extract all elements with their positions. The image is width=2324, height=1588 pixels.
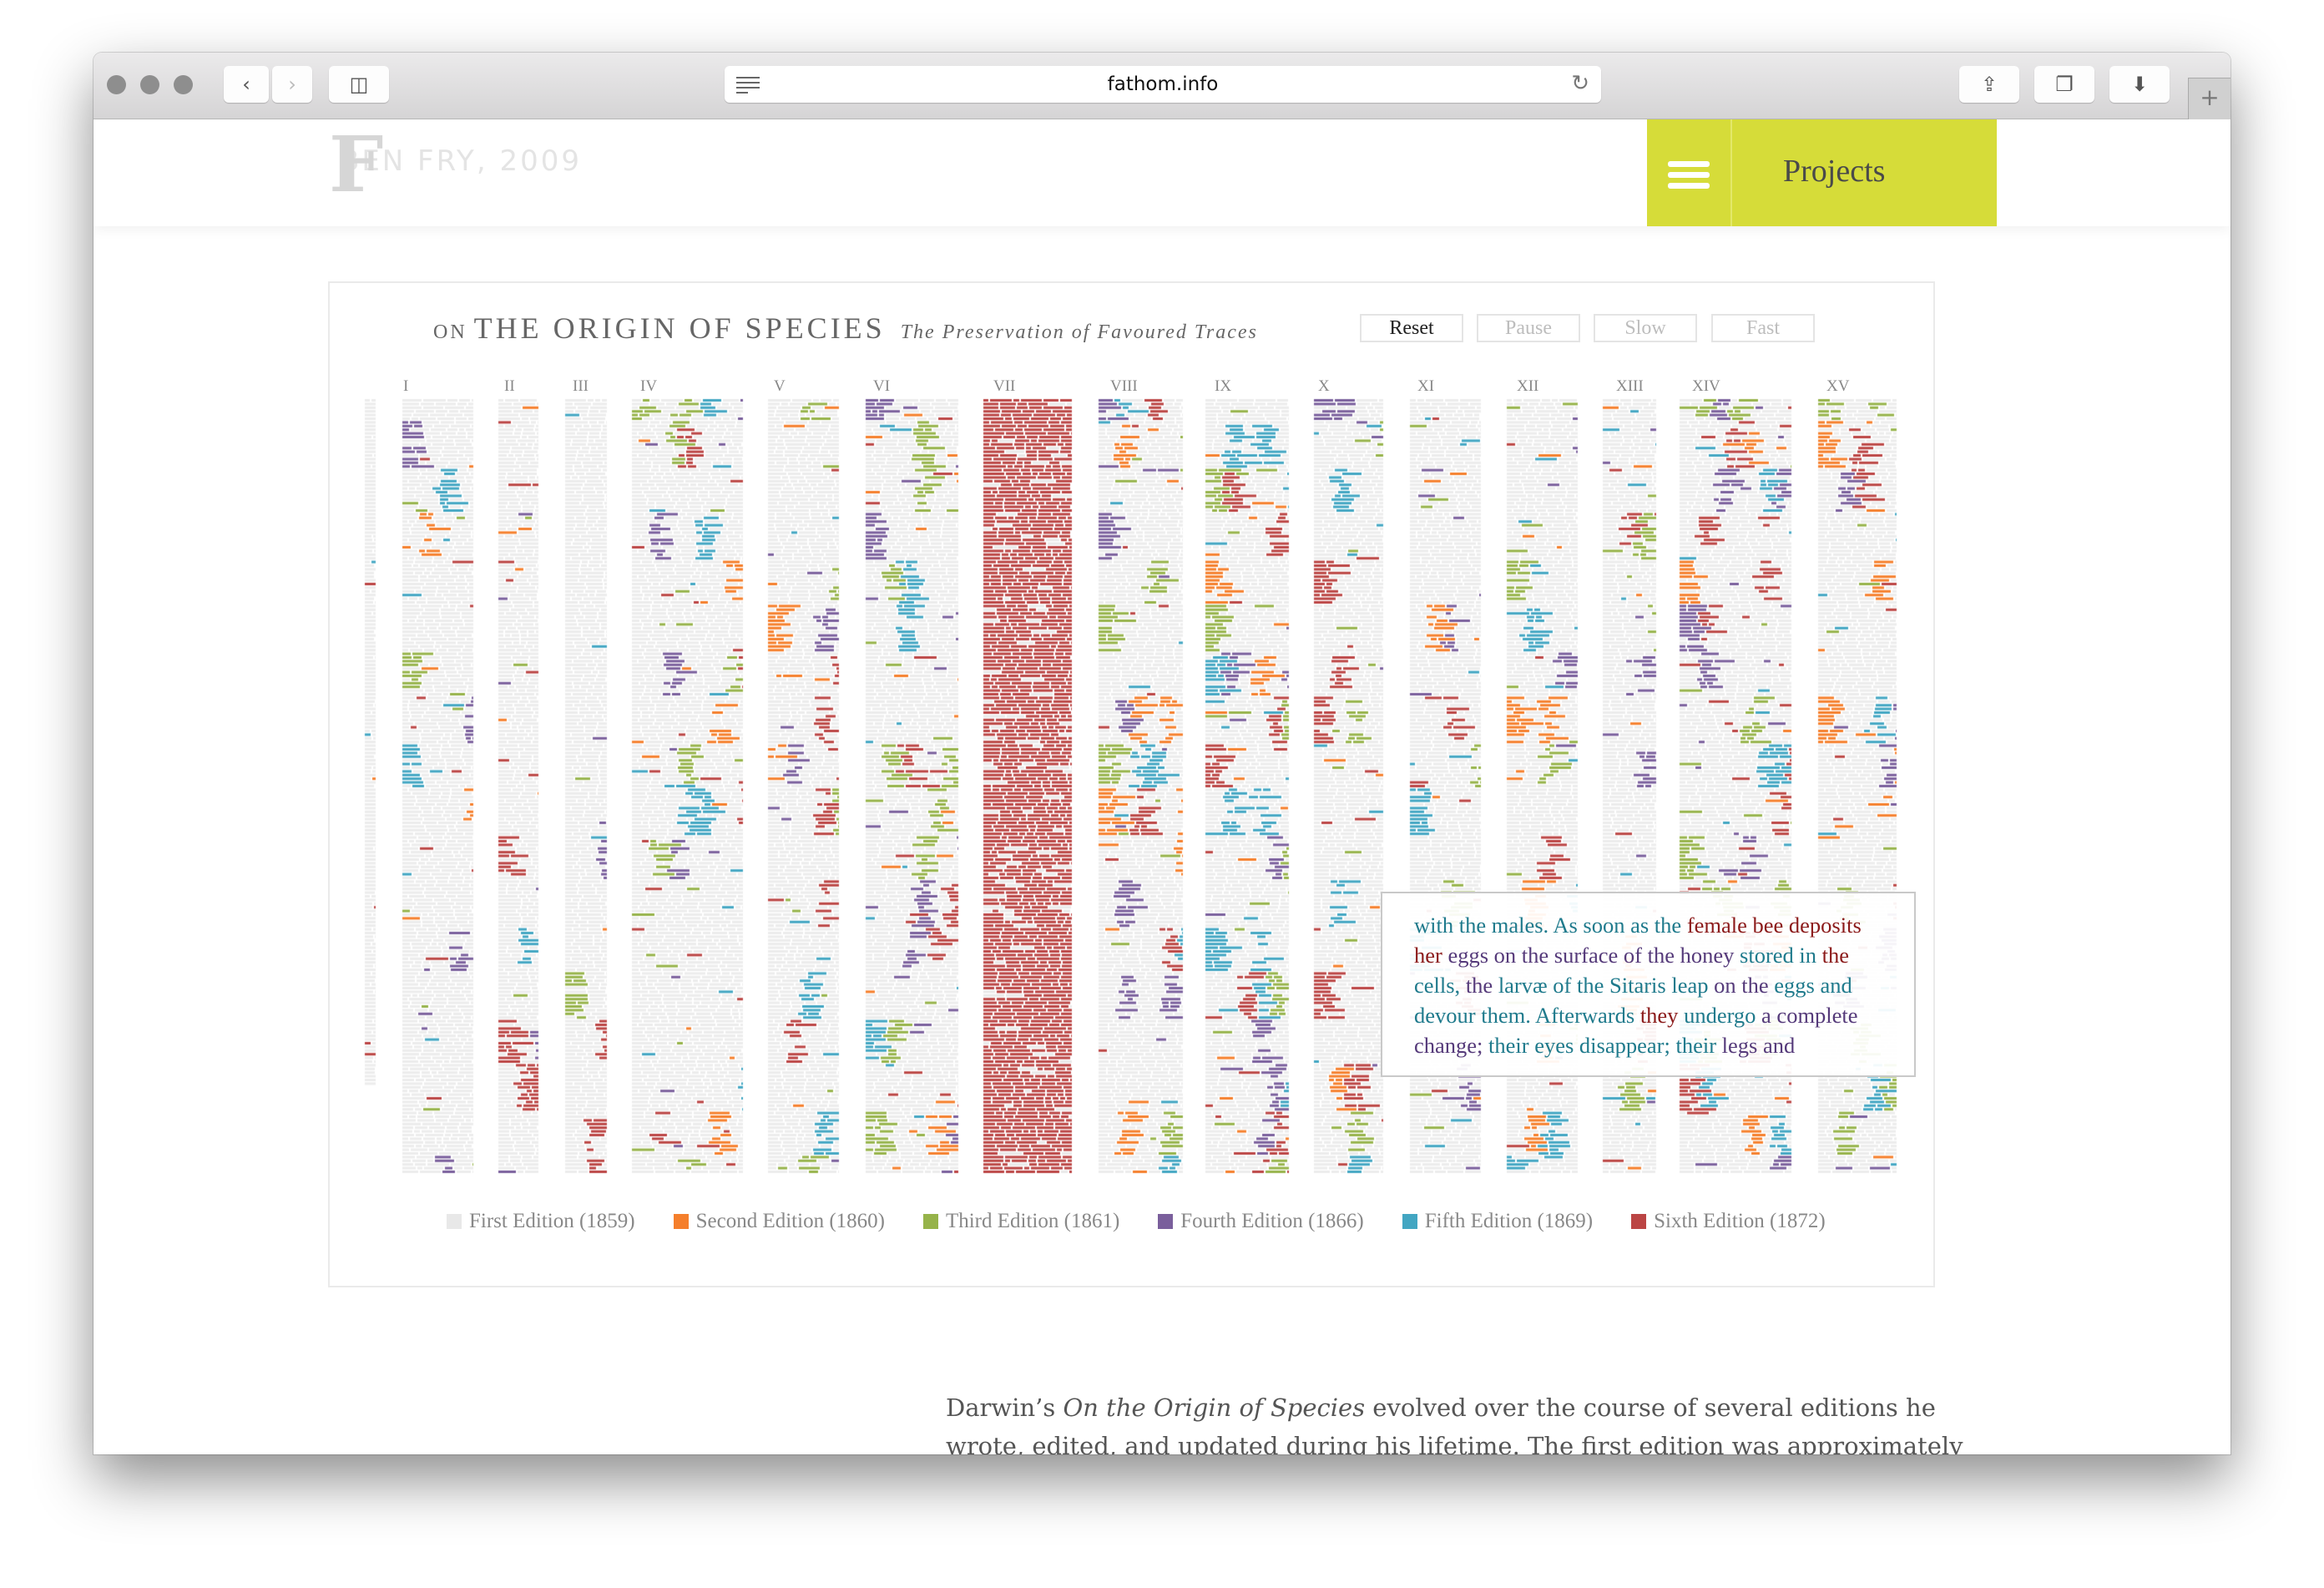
chapter-label[interactable]: XIV <box>1692 377 1720 395</box>
sidebar-button[interactable]: ◫ <box>329 66 389 103</box>
legend-item: Fourth Edition (1866) <box>1158 1210 1364 1233</box>
tooltip-text: larvæ of the Sitaris leap <box>1498 973 1715 998</box>
chapter-label[interactable]: VI <box>873 377 891 395</box>
forward-button[interactable]: › <box>272 66 312 103</box>
legend-swatch <box>1631 1214 1647 1229</box>
reader-icon[interactable] <box>736 77 760 97</box>
tooltip-text: stored in <box>1740 943 1822 968</box>
downloads-button[interactable]: ⬇ <box>2109 66 2170 103</box>
tooltip-text: eggs <box>1774 973 1821 998</box>
legend-label: Second Edition (1860) <box>695 1210 885 1232</box>
chapter-label[interactable]: III <box>573 377 589 395</box>
close-window-button[interactable] <box>107 75 126 94</box>
article-text: Darwin’s <box>946 1393 1063 1422</box>
fathom-logo[interactable]: F <box>329 119 384 210</box>
slow-button[interactable]: Slow <box>1594 314 1697 342</box>
url-text: fathom.info <box>1107 73 1219 95</box>
share-icon: ⇪ <box>1980 73 1998 96</box>
tooltip-text: on the <box>1714 973 1775 998</box>
chapter-label[interactable]: IX <box>1215 377 1232 395</box>
chapter-label[interactable]: XI <box>1417 377 1435 395</box>
tooltip-text: a complete change; <box>1414 1003 1858 1058</box>
nav-block: Projects <box>1647 119 1997 226</box>
title-subtitle: The Preservation of Favoured Traces <box>900 321 1258 343</box>
tabs-button[interactable]: ❐ <box>2034 66 2094 103</box>
legend-label: First Edition (1859) <box>469 1210 635 1232</box>
back-icon: ‹ <box>242 73 250 96</box>
chapter-label[interactable]: II <box>504 377 515 395</box>
legend-item: Sixth Edition (1872) <box>1631 1210 1826 1233</box>
chapter-label[interactable]: VIII <box>1110 377 1138 395</box>
minimize-window-button[interactable] <box>140 75 159 94</box>
hamburger-icon[interactable] <box>1668 161 1710 194</box>
forward-icon: › <box>288 73 296 96</box>
tooltip-text: with the males. As soon as the <box>1414 913 1687 938</box>
tooltip-text: they <box>1639 1003 1685 1028</box>
legend-item: Second Edition (1860) <box>673 1210 885 1233</box>
title-prefix: ON <box>433 321 467 343</box>
book-title: On the Origin of Species <box>1063 1393 1366 1422</box>
reload-icon[interactable]: ↻ <box>1571 71 1589 96</box>
tooltip-text: and devour them. Afterwards <box>1414 973 1852 1028</box>
legend-label: Third Edition (1861) <box>945 1210 1120 1232</box>
legend-item: First Edition (1859) <box>447 1210 635 1233</box>
byline: BEN FRY, 2009 <box>340 144 582 178</box>
page-content: BEN FRY, 2009 F Projects ON THE ORIGIN OF… <box>93 119 2231 1454</box>
legend-swatch <box>1402 1214 1417 1229</box>
address-bar[interactable]: fathom.info ↻ <box>725 66 1601 103</box>
site-header: BEN FRY, 2009 F Projects <box>93 119 2231 226</box>
share-button[interactable]: ⇪ <box>1959 66 2019 103</box>
new-tab-icon: + <box>2200 83 2220 111</box>
legend-label: Fourth Edition (1866) <box>1180 1210 1364 1232</box>
legend-item: Third Edition (1861) <box>922 1210 1120 1233</box>
chapter-label[interactable]: XV <box>1826 377 1850 395</box>
chapter-label[interactable]: XII <box>1517 377 1539 395</box>
tooltip-text: cells, <box>1414 973 1466 998</box>
pause-button[interactable]: Pause <box>1477 314 1580 342</box>
chapter-label[interactable]: X <box>1318 377 1330 395</box>
back-button[interactable]: ‹ <box>224 66 269 103</box>
edition-text-visualization[interactable] <box>330 283 1933 1286</box>
tooltip-text: female bee deposits her <box>1414 913 1862 968</box>
tooltip-text: their eyes disappear; their <box>1488 1033 1722 1058</box>
chapter-label[interactable]: IV <box>640 377 658 395</box>
chapter-label[interactable]: I <box>403 377 409 395</box>
zoom-window-button[interactable] <box>174 75 193 94</box>
legend-swatch <box>1158 1214 1174 1229</box>
sidebar-icon: ◫ <box>349 73 369 96</box>
article-paragraph: Darwin’s On the Origin of Species evolve… <box>946 1388 1998 1454</box>
reset-button[interactable]: Reset <box>1360 314 1463 342</box>
new-tab-button[interactable]: + <box>2188 78 2231 119</box>
text-tooltip: with the males. As soon as the female be… <box>1381 892 1916 1077</box>
nav-divider <box>1730 119 1732 226</box>
tooltip-text: the <box>1465 973 1498 998</box>
legend-swatch <box>447 1214 462 1229</box>
projects-link[interactable]: Projects <box>1783 154 1886 189</box>
chapter-label[interactable]: XIII <box>1616 377 1644 395</box>
legend-label: Sixth Edition (1872) <box>1654 1210 1826 1232</box>
browser-toolbar: ‹ › ◫ fathom.info ↻ ⇪ ❐ ⬇ + <box>93 53 2231 119</box>
browser-window: ‹ › ◫ fathom.info ↻ ⇪ ❐ ⬇ + BEN FRY, 200… <box>93 53 2231 1454</box>
legend-item: Fifth Edition (1869) <box>1402 1210 1593 1233</box>
legend-swatch <box>922 1214 938 1229</box>
tooltip-text: legs and <box>1721 1033 1796 1058</box>
legend-label: Fifth Edition (1869) <box>1424 1210 1594 1232</box>
viz-title: ON THE ORIGIN OF SPECIES The Preservation … <box>433 311 1258 346</box>
legend-swatch <box>673 1214 689 1229</box>
tooltip-text: undergo <box>1684 1003 1762 1028</box>
fast-button[interactable]: Fast <box>1711 314 1815 342</box>
chapter-label[interactable]: V <box>774 377 786 395</box>
chapter-label[interactable]: VII <box>993 377 1016 395</box>
title-main: THE ORIGIN OF SPECIES <box>473 311 886 345</box>
article-text: evolved over the course of several editi… <box>946 1393 1963 1454</box>
download-icon: ⬇ <box>2130 73 2149 96</box>
tooltip-text: the <box>1821 943 1850 968</box>
legend: First Edition (1859) Second Edition (1860… <box>447 1210 1826 1233</box>
visualization-panel: ON THE ORIGIN OF SPECIES The Preservation … <box>328 281 1935 1287</box>
tabs-icon: ❐ <box>2055 73 2074 96</box>
tooltip-text: eggs on the surface of the honey <box>1442 943 1740 968</box>
